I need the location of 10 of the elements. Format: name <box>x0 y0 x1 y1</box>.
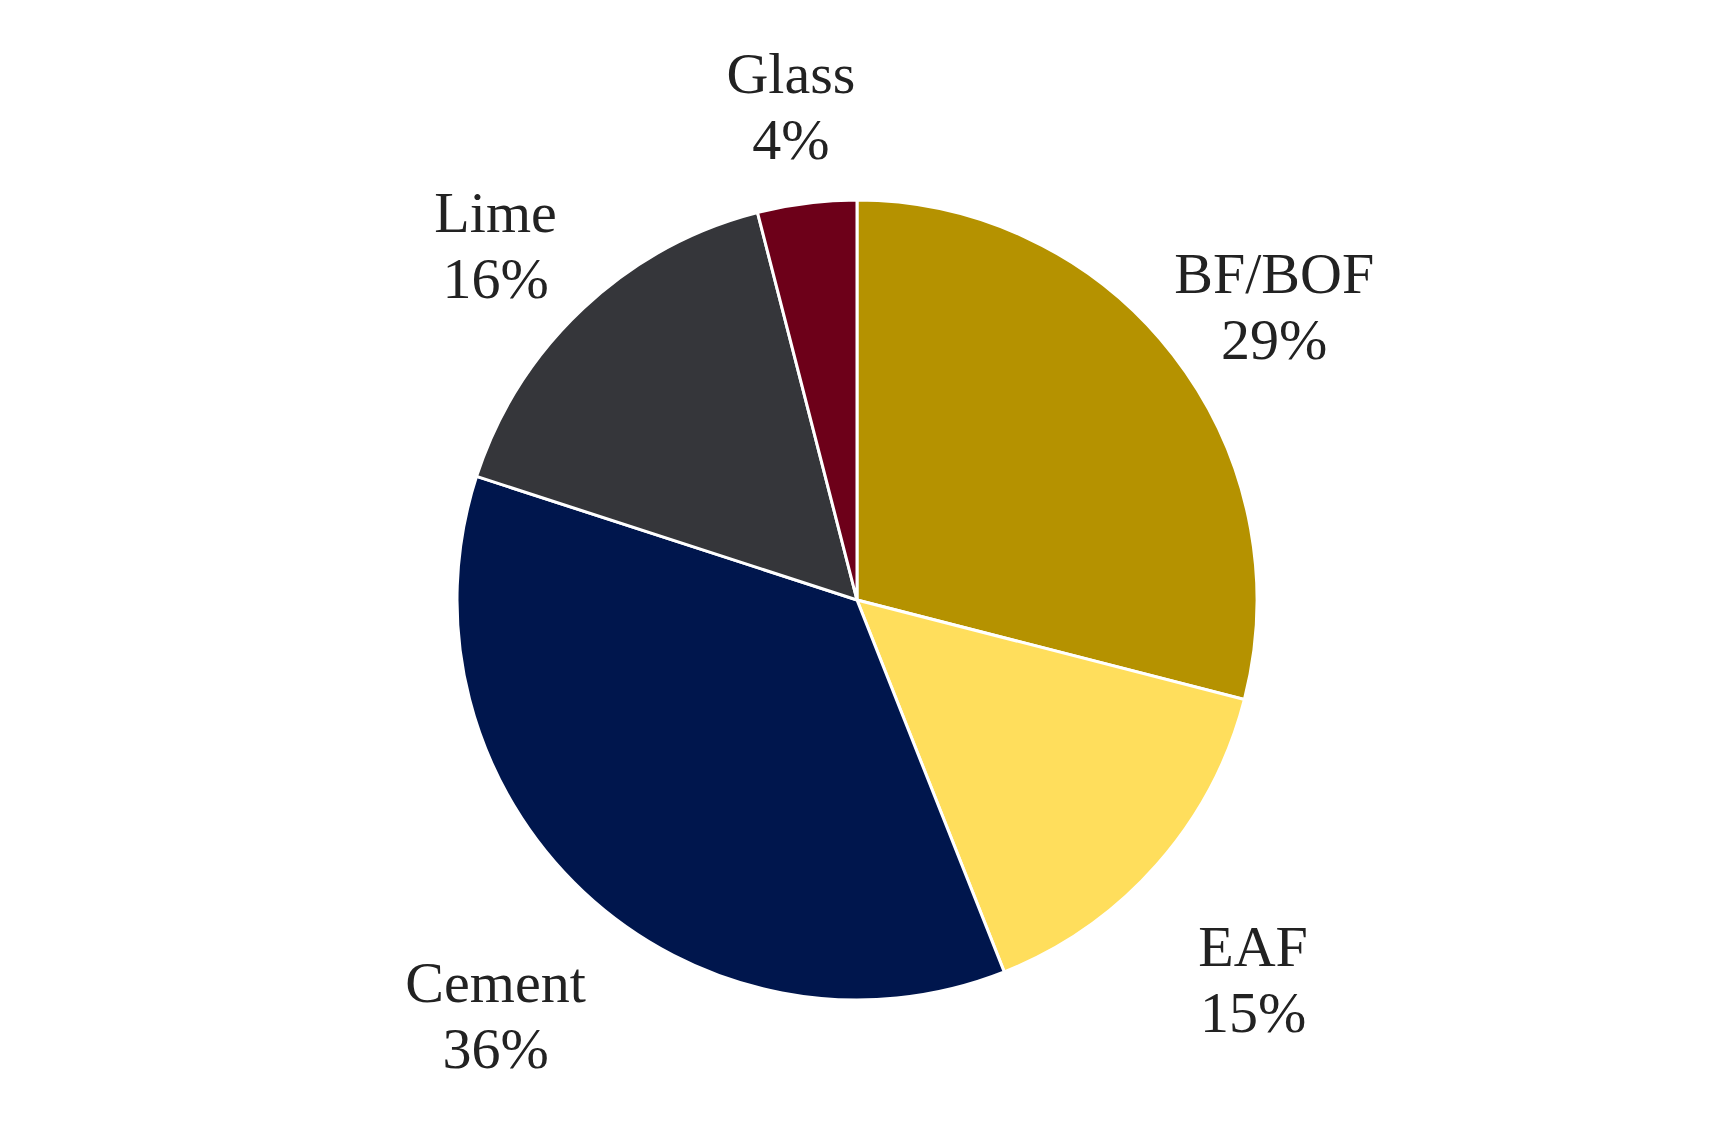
slice-label: BF/BOF <box>1174 241 1375 307</box>
slice-label: EAF <box>1198 914 1308 980</box>
data-label: 4% <box>752 107 830 173</box>
data-label: 15% <box>1199 980 1307 1046</box>
data-label: 16% <box>442 246 549 312</box>
data-label: 29% <box>1221 307 1328 373</box>
slice-label: Cement <box>405 949 586 1015</box>
data-label: 36% <box>442 1015 549 1081</box>
slice-label: Glass <box>726 41 856 107</box>
slice-label: Lime <box>434 180 557 246</box>
